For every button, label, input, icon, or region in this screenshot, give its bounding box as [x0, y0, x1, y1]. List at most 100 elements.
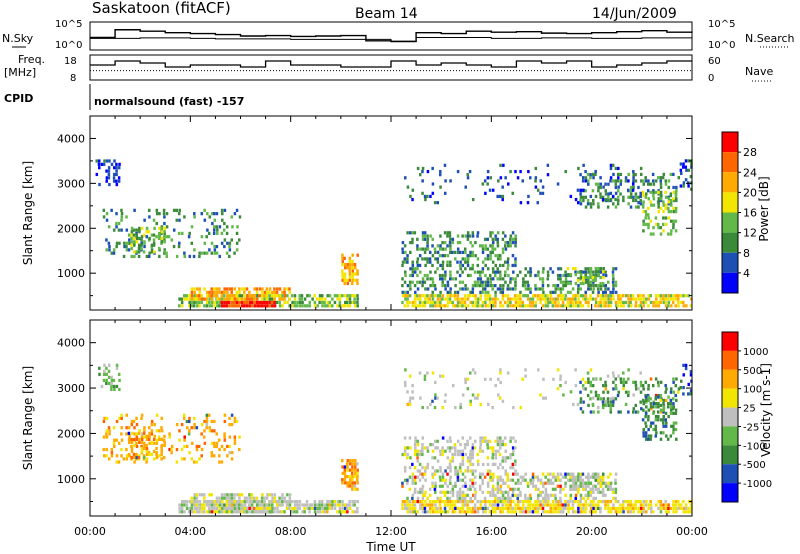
velocity-cell: [409, 396, 412, 400]
power-cell: [446, 254, 450, 258]
power-cell: [656, 200, 660, 204]
power-cell: [612, 297, 615, 301]
velocity-cell: [564, 493, 567, 497]
power-cell: [494, 270, 497, 274]
power-cell: [187, 235, 191, 239]
power-cell: [587, 270, 590, 274]
velocity-cell: [414, 439, 417, 443]
velocity-cell: [215, 503, 219, 507]
velocity-cell: [672, 424, 675, 428]
power-cell: [178, 218, 181, 222]
power-cell: [413, 267, 417, 271]
power-cell: [471, 263, 475, 268]
power-cell: [572, 297, 575, 301]
power-cell: [632, 176, 635, 180]
velocity-cell: [501, 496, 505, 500]
velocity-cell: [150, 440, 154, 445]
velocity-cell: [682, 499, 685, 504]
velocity-cell: [669, 398, 673, 402]
power-cell: [554, 284, 557, 288]
velocity-cell: [429, 443, 432, 447]
velocity-cell: [511, 493, 515, 497]
power-cell: [591, 290, 595, 294]
power-cell: [466, 254, 469, 258]
velocity-cell: [591, 484, 595, 488]
power-cell: [586, 172, 590, 177]
power-cell: [216, 228, 219, 232]
power-cell: [629, 195, 633, 199]
power-cell: [263, 297, 266, 301]
velocity-cell: [579, 481, 582, 485]
velocity-cell: [238, 493, 241, 497]
power-cell: [193, 215, 196, 219]
velocity-cell: [574, 496, 578, 500]
power-cell: [661, 176, 665, 180]
velocity-cell: [581, 484, 585, 488]
velocity-cell: [426, 503, 429, 507]
power-cell: [486, 280, 490, 284]
velocity-cell: [587, 478, 590, 482]
velocity-cell: [601, 472, 605, 476]
power-cell: [674, 297, 678, 301]
power-cell: [471, 290, 474, 294]
power-cell: [498, 194, 502, 199]
velocity-cell: [534, 475, 538, 479]
velocity-cell: [474, 396, 477, 400]
power-cell: [586, 179, 590, 183]
power-cell: [155, 208, 159, 212]
velocity-cell: [604, 484, 608, 488]
power-cell: [471, 287, 475, 291]
power-cell: [576, 290, 580, 294]
velocity-cell: [253, 510, 257, 514]
power-cell: [609, 179, 612, 183]
velocity-cell: [644, 424, 648, 428]
velocity-cell: [461, 510, 465, 514]
velocity-cell: [499, 510, 502, 514]
power-cell: [476, 234, 479, 238]
velocity-cell: [682, 506, 685, 510]
velocity-cell: [115, 363, 119, 367]
velocity-cell: [469, 487, 472, 491]
power-cell: [448, 240, 452, 245]
velocity-cell: [263, 496, 266, 500]
velocity-cell: [581, 377, 585, 381]
power-cell: [672, 226, 675, 230]
velocity-cell: [108, 429, 111, 433]
velocity-cell: [468, 499, 472, 504]
power-cell: [273, 297, 276, 301]
power-cell: [478, 244, 482, 248]
velocity-cell: [436, 469, 439, 473]
velocity-cell: [529, 481, 533, 485]
velocity-cell: [130, 449, 134, 454]
velocity-cell: [496, 377, 500, 381]
power-cell: [537, 270, 540, 274]
power-cell: [198, 251, 201, 255]
power-cell: [275, 300, 279, 305]
power-cell: [624, 294, 628, 298]
power-cell: [271, 304, 274, 308]
velocity-cell: [506, 475, 510, 479]
power-cell: [421, 277, 425, 281]
power-cell: [454, 277, 457, 281]
power-cell: [664, 195, 668, 199]
velocity-cell: [441, 446, 444, 450]
velocity-cell: [318, 510, 322, 514]
power-cell: [469, 300, 472, 305]
power-cell: [549, 300, 552, 305]
power-cell: [479, 277, 482, 281]
velocity-cell: [586, 475, 590, 479]
velocity-cell: [509, 439, 512, 443]
velocity-cell: [562, 487, 565, 491]
power-cell: [241, 287, 244, 291]
power-cell: [655, 297, 658, 301]
velocity-cell: [514, 510, 517, 514]
power-cell: [670, 203, 673, 207]
velocity-cell: [466, 466, 470, 470]
velocity-cell: [526, 484, 530, 488]
velocity-cell: [479, 475, 482, 479]
power-cell: [671, 300, 675, 305]
power-cell: [667, 202, 671, 206]
velocity-cell: [641, 384, 645, 388]
velocity-cell: [190, 499, 194, 504]
power-cell: [120, 228, 123, 232]
